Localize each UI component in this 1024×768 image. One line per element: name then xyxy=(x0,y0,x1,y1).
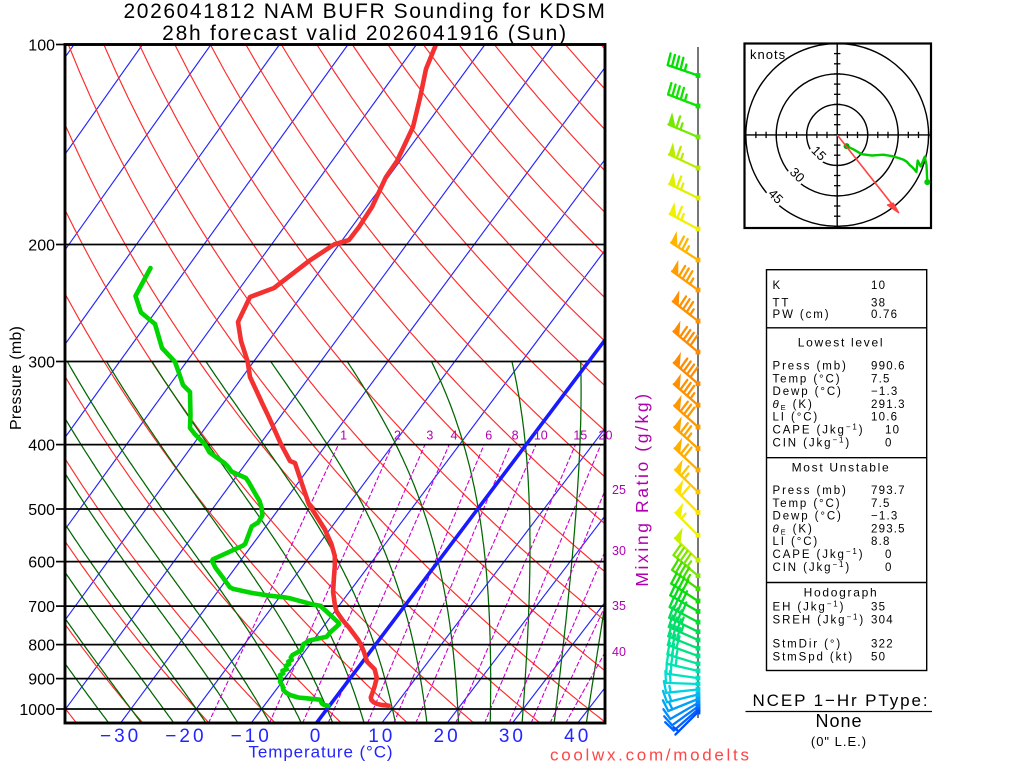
svg-text:38: 38 xyxy=(871,297,886,309)
svg-text:10: 10 xyxy=(871,280,886,292)
svg-text:Most Unstable: Most Unstable xyxy=(792,461,891,475)
svg-text:291.3: 291.3 xyxy=(871,399,906,411)
svg-text:100: 100 xyxy=(28,37,55,54)
svg-text:2026041812 NAM BUFR Sounding f: 2026041812 NAM BUFR Sounding for KDSM xyxy=(124,0,607,23)
svg-text:Hodograph: Hodograph xyxy=(804,586,879,600)
svg-text:StmSpd (kt): StmSpd (kt) xyxy=(773,651,855,663)
svg-text:knots: knots xyxy=(750,47,786,62)
svg-text:15: 15 xyxy=(573,429,587,443)
svg-text:500: 500 xyxy=(28,502,55,519)
svg-text:4: 4 xyxy=(451,429,458,443)
svg-text:40: 40 xyxy=(564,726,591,747)
svg-text:Lowest level: Lowest level xyxy=(798,336,884,350)
svg-text:Press (mb): Press (mb) xyxy=(773,485,848,497)
svg-text:200: 200 xyxy=(28,237,55,254)
svg-text:1000: 1000 xyxy=(19,702,55,719)
svg-text:Pressure (mb): Pressure (mb) xyxy=(8,326,25,430)
svg-text:25: 25 xyxy=(612,483,626,497)
svg-text:35: 35 xyxy=(612,599,626,613)
svg-text:2: 2 xyxy=(394,429,401,443)
svg-text:300: 300 xyxy=(28,354,55,371)
svg-text:700: 700 xyxy=(28,599,55,616)
svg-text:CIN (Jkg−1): CIN (Jkg−1) xyxy=(773,560,852,574)
svg-text:Mixing Ratio (g/kg): Mixing Ratio (g/kg) xyxy=(632,391,652,586)
svg-text:10.6: 10.6 xyxy=(871,412,898,424)
svg-text:Temperature (°C): Temperature (°C) xyxy=(249,743,394,762)
svg-text:CAPE (Jkg−1): CAPE (Jkg−1) xyxy=(773,423,865,437)
svg-text:CAPE (Jkg−1): CAPE (Jkg−1) xyxy=(773,547,865,561)
svg-text:7.5: 7.5 xyxy=(871,373,891,385)
svg-text:7.5: 7.5 xyxy=(871,498,891,510)
svg-text:SREH (Jkg−1): SREH (Jkg−1) xyxy=(773,612,866,626)
svg-text:−30: −30 xyxy=(100,726,141,747)
svg-text:NCEP 1−Hr PType:: NCEP 1−Hr PType: xyxy=(752,691,929,710)
svg-text:800: 800 xyxy=(28,637,55,654)
svg-text:K: K xyxy=(773,280,783,292)
svg-text:0: 0 xyxy=(310,726,324,747)
svg-text:10: 10 xyxy=(885,425,900,437)
svg-text:−20: −20 xyxy=(165,726,206,747)
svg-text:322: 322 xyxy=(871,639,894,651)
svg-text:TT: TT xyxy=(773,297,791,309)
svg-text:Temp (°C): Temp (°C) xyxy=(773,373,842,385)
svg-text:EH (Jkg−1): EH (Jkg−1) xyxy=(773,600,846,614)
svg-text:10: 10 xyxy=(534,429,548,443)
svg-text:Temp (°C): Temp (°C) xyxy=(773,498,842,510)
svg-text:304: 304 xyxy=(871,614,894,626)
svg-text:20: 20 xyxy=(599,429,613,443)
svg-text:−1.3: −1.3 xyxy=(871,386,899,398)
svg-text:Press (mb): Press (mb) xyxy=(773,361,848,373)
svg-text:293.5: 293.5 xyxy=(871,523,906,535)
svg-text:coolwx.com/modelts: coolwx.com/modelts xyxy=(550,746,752,765)
svg-text:3: 3 xyxy=(426,429,433,443)
svg-text:1: 1 xyxy=(340,429,347,443)
svg-text:900: 900 xyxy=(28,671,55,688)
svg-text:28h forecast valid 2026041916: 28h forecast valid 2026041916 (Sun) xyxy=(162,22,568,45)
svg-text:StmDir (°): StmDir (°) xyxy=(773,639,843,651)
svg-text:θE (K): θE (K) xyxy=(773,523,814,536)
svg-text:LI (°C): LI (°C) xyxy=(773,536,820,548)
svg-text:30: 30 xyxy=(612,544,626,558)
svg-text:0.76: 0.76 xyxy=(871,309,898,321)
svg-text:40: 40 xyxy=(612,645,626,659)
svg-text:793.7: 793.7 xyxy=(871,485,906,497)
svg-text:30: 30 xyxy=(499,726,526,747)
svg-text:−1.3: −1.3 xyxy=(871,511,899,523)
svg-text:Dewp (°C): Dewp (°C) xyxy=(773,511,843,523)
svg-text:θE (K): θE (K) xyxy=(773,399,814,412)
svg-text:8.8: 8.8 xyxy=(871,536,891,548)
svg-text:PW (cm): PW (cm) xyxy=(773,309,831,321)
svg-text:990.6: 990.6 xyxy=(871,361,906,373)
svg-text:CIN (Jkg−1): CIN (Jkg−1) xyxy=(773,435,852,449)
svg-text:50: 50 xyxy=(871,651,886,663)
svg-text:20: 20 xyxy=(434,726,461,747)
svg-text:None: None xyxy=(815,711,862,731)
svg-text:(0" L.E.): (0" L.E.) xyxy=(811,734,867,749)
svg-text:10: 10 xyxy=(368,726,395,747)
svg-text:LI (°C): LI (°C) xyxy=(773,412,820,424)
svg-text:0: 0 xyxy=(885,562,893,574)
svg-text:400: 400 xyxy=(28,437,55,454)
svg-text:8: 8 xyxy=(512,429,519,443)
svg-text:600: 600 xyxy=(28,554,55,571)
svg-text:0: 0 xyxy=(885,549,893,561)
svg-text:−10: −10 xyxy=(231,726,272,747)
svg-text:35: 35 xyxy=(871,602,886,614)
svg-text:6: 6 xyxy=(485,429,492,443)
svg-text:Dewp (°C): Dewp (°C) xyxy=(773,386,843,398)
svg-text:0: 0 xyxy=(885,437,893,449)
